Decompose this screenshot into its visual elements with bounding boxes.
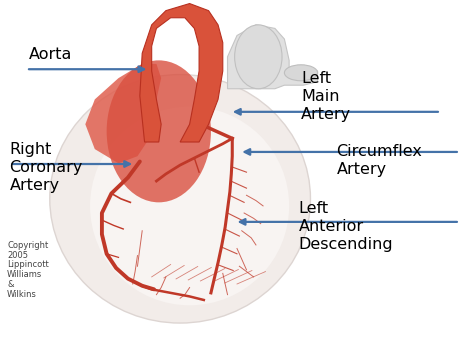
Text: Right
Coronary
Artery: Right Coronary Artery (9, 142, 83, 193)
Ellipse shape (284, 65, 318, 81)
Polygon shape (140, 4, 223, 142)
Ellipse shape (90, 106, 289, 305)
Text: Aorta: Aorta (28, 47, 72, 62)
Text: Left
Main
Artery: Left Main Artery (301, 71, 351, 122)
Text: Copyright
2005
Lippincott
Williams
&
Wilkins: Copyright 2005 Lippincott Williams & Wil… (7, 241, 49, 299)
Text: Left
Anterior
Descending: Left Anterior Descending (299, 201, 393, 252)
Ellipse shape (235, 25, 282, 89)
Text: Circumflex
Artery: Circumflex Artery (337, 144, 422, 177)
Ellipse shape (107, 60, 211, 202)
Ellipse shape (50, 75, 310, 323)
Polygon shape (85, 64, 161, 163)
Polygon shape (228, 25, 318, 89)
